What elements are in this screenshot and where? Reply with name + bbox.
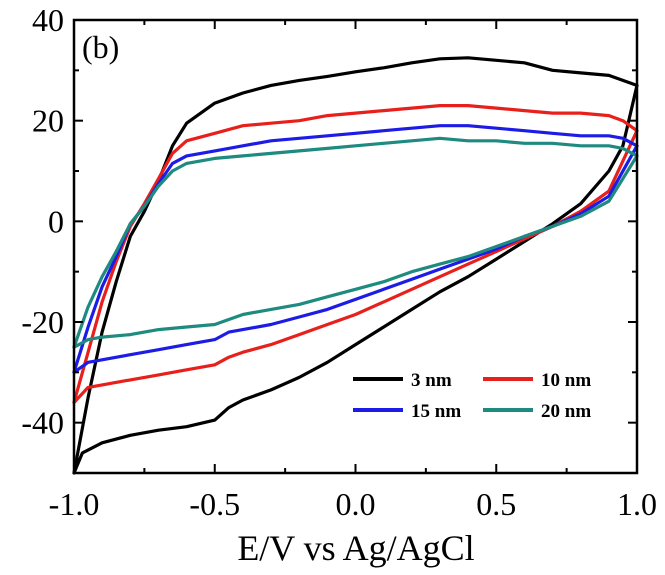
y-tick-label: 0 <box>48 203 64 239</box>
legend: 3 nm 10 nm 15 nm 20 nm <box>353 370 591 422</box>
legend-label: 3 nm <box>411 370 452 391</box>
y-tick-label: 40 <box>32 2 64 38</box>
x-axis-title: E/V vs Ag/AgCl <box>237 528 474 568</box>
series-4-curve <box>72 136 639 349</box>
ticks-layer: -1.0 -0.5 0.0 0.5 1.0 -40 -20 0 20 40 <box>21 2 657 522</box>
x-tick-label: 1.0 <box>617 486 657 522</box>
legend-label: 15 nm <box>411 401 461 422</box>
y-tick-label: -20 <box>21 304 64 340</box>
y-tick-label: 20 <box>32 103 64 139</box>
x-tick-label: 0.0 <box>336 486 376 522</box>
curves-layer <box>72 56 639 475</box>
series-3-curve <box>72 124 639 374</box>
legend-label: 20 nm <box>541 401 591 422</box>
series-2-curve <box>72 104 639 405</box>
x-tick-label: -1.0 <box>49 486 100 522</box>
x-tick-label: -0.5 <box>189 486 240 522</box>
series-1-curve <box>72 56 639 475</box>
x-tick-label: 0.5 <box>476 486 516 522</box>
y-tick-label: -40 <box>21 405 64 441</box>
panel-label: (b) <box>82 29 119 65</box>
legend-label: 10 nm <box>541 370 591 391</box>
